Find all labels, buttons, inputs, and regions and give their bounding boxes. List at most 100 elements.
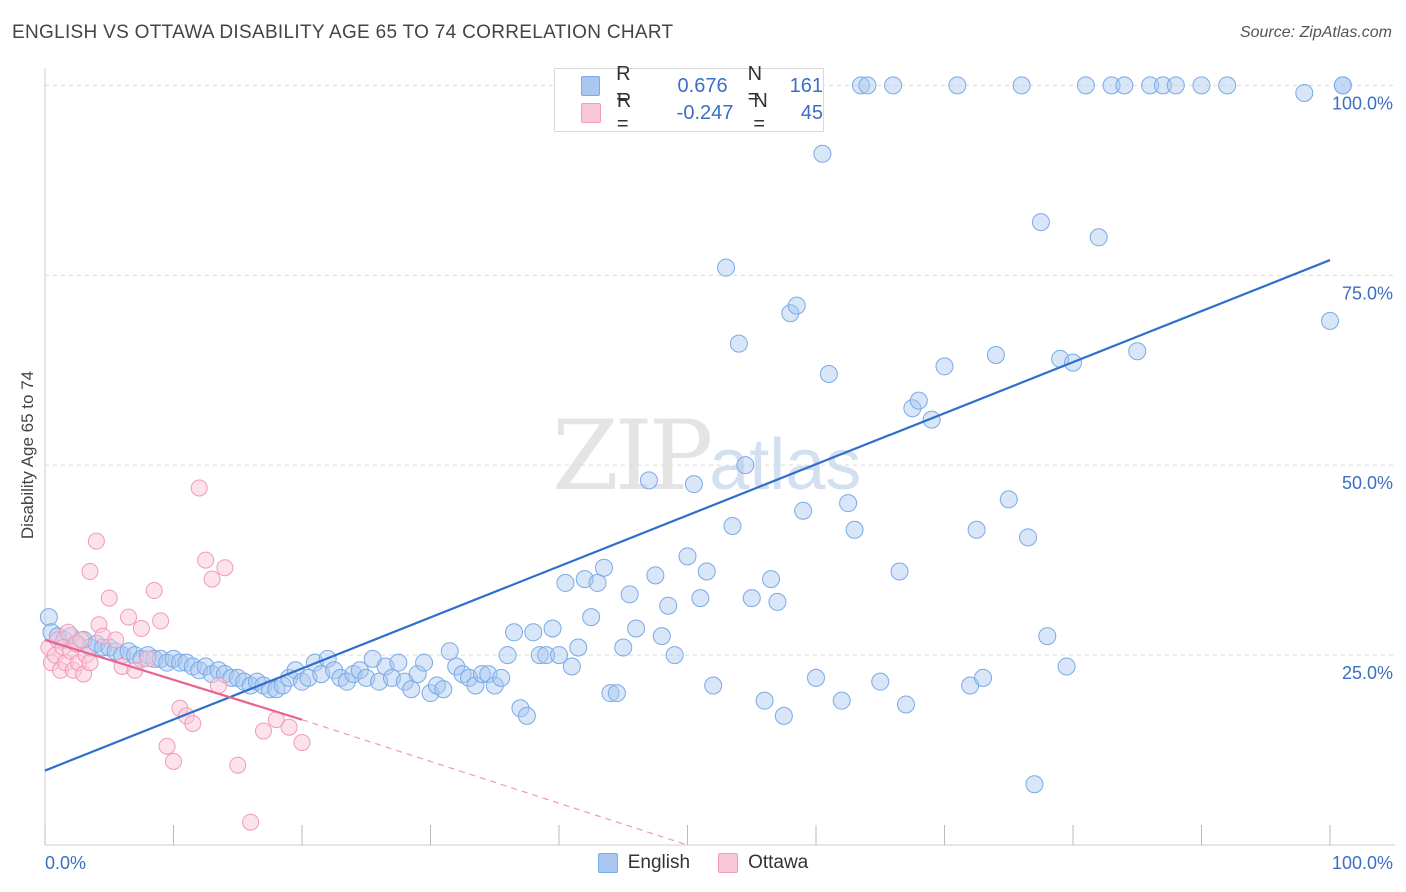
ottawa-point — [107, 631, 125, 649]
ottawa-point — [203, 570, 221, 588]
english-point — [736, 456, 755, 475]
english-point — [659, 596, 678, 615]
english-point — [517, 706, 536, 725]
source-label: Source: ZipAtlas.com — [1239, 24, 1392, 41]
english-point — [543, 619, 562, 638]
english-point — [1089, 228, 1108, 247]
english-point — [620, 585, 639, 604]
english-point — [530, 646, 549, 665]
english-point — [967, 520, 986, 539]
english-point — [1321, 311, 1339, 330]
ottawa-point — [197, 551, 215, 569]
ottawa-point — [158, 737, 176, 755]
english-point — [1076, 76, 1095, 95]
english-point — [723, 516, 742, 535]
y-axis-label: Disability Age 65 to 74 — [18, 370, 37, 540]
english-point — [569, 638, 588, 657]
english-point — [498, 646, 517, 665]
ottawa-point — [100, 589, 118, 607]
english-point — [717, 258, 736, 277]
n-label: N = — [753, 90, 768, 135]
legend-item-ottawa[interactable]: Ottawa — [718, 852, 808, 874]
english-legend-swatch — [597, 853, 618, 873]
english-point — [974, 668, 993, 687]
ottawa-point — [132, 620, 150, 638]
english-point — [582, 608, 601, 627]
ottawa-point — [280, 718, 298, 736]
english-point — [909, 391, 928, 410]
english-point — [1102, 76, 1121, 95]
r-label: R = — [616, 63, 631, 108]
ottawa-point — [242, 813, 260, 831]
english-point — [1333, 76, 1352, 95]
english-point — [845, 520, 864, 539]
r-value: -0.247 — [676, 101, 734, 124]
english-point — [787, 296, 806, 315]
english-point — [1141, 76, 1160, 95]
english-point — [1012, 76, 1031, 95]
english-point — [684, 475, 703, 494]
english-point — [1025, 775, 1044, 794]
english-point — [646, 566, 665, 585]
ottawa-point — [120, 608, 138, 626]
english-point — [434, 680, 453, 699]
english-point — [742, 589, 761, 608]
x-tick-label: 0.0% — [45, 853, 86, 873]
ottawa-trend-extension — [301, 719, 688, 846]
stats-legend: R = 0.676 N = 161 R = -0.247 N = 45 — [554, 63, 824, 135]
english-point — [607, 684, 626, 703]
english-point — [492, 668, 511, 687]
english-point — [466, 676, 485, 695]
english-point — [639, 471, 658, 490]
english-point — [440, 642, 459, 661]
english-point — [813, 144, 832, 163]
english-point — [1153, 76, 1172, 95]
bottom-legend: English Ottawa — [0, 852, 1406, 874]
legend-label: English — [627, 852, 691, 873]
y-tick-label: 25.0% — [1342, 663, 1393, 683]
english-point — [415, 653, 434, 672]
english-point — [550, 646, 568, 665]
english-point — [704, 676, 723, 695]
english-point — [556, 573, 575, 592]
ottawa-point — [145, 582, 163, 600]
english-point — [922, 410, 941, 429]
english-point — [601, 684, 620, 703]
english-point — [1295, 83, 1314, 102]
english-point — [524, 623, 543, 642]
english-point — [729, 334, 748, 353]
english-point — [325, 661, 344, 680]
stats-legend-row-ottawa: R = -0.247 N = 45 — [581, 90, 823, 135]
y-tick-label: 75.0% — [1342, 283, 1393, 303]
english-point — [627, 619, 646, 638]
english-swatch — [581, 76, 601, 96]
english-point — [697, 562, 716, 581]
english-point — [1166, 76, 1185, 95]
r-value: 0.676 — [677, 74, 728, 97]
n-value: 45 — [800, 101, 823, 124]
english-point — [1192, 76, 1211, 95]
ottawa-point — [81, 654, 99, 672]
ottawa-legend-swatch — [718, 853, 739, 873]
english-point — [896, 695, 915, 714]
english-point — [1038, 627, 1057, 646]
n-label: N = — [747, 63, 763, 108]
legend-label: Ottawa — [748, 852, 809, 873]
ottawa-swatch — [581, 103, 601, 123]
legend-item-english[interactable]: English — [597, 852, 691, 874]
english-point — [819, 365, 838, 384]
english-point — [337, 672, 356, 691]
english-point — [614, 638, 633, 657]
english-point — [986, 346, 1005, 365]
english-point — [678, 547, 697, 566]
y-tick-label: 100.0% — [1332, 93, 1393, 113]
english-point — [485, 676, 504, 695]
english-point — [389, 653, 408, 672]
n-value: 161 — [789, 74, 823, 97]
ottawa-point — [139, 650, 157, 668]
ottawa-point — [216, 559, 234, 577]
english-point — [1218, 76, 1237, 95]
english-point — [755, 691, 774, 710]
english-point — [562, 657, 581, 676]
english-point — [447, 657, 466, 676]
